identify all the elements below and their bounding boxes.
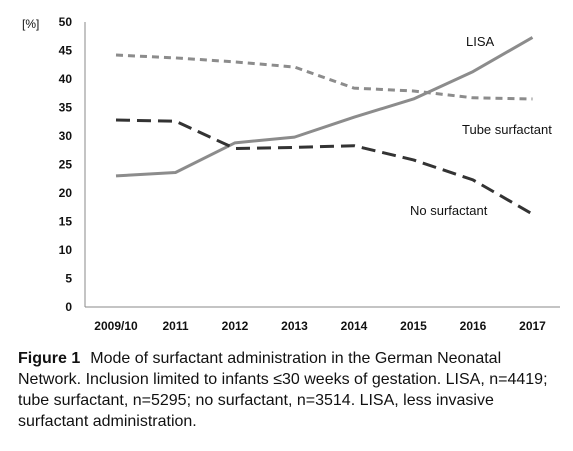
y-axis-label: [%] <box>22 17 39 31</box>
x-tick-label: 2015 <box>400 319 427 333</box>
figure-caption-text: Mode of surfactant administration in the… <box>18 350 548 430</box>
y-tick-label: 30 <box>59 129 73 143</box>
x-tick-label: 2017 <box>519 319 546 333</box>
y-tick-label: 15 <box>59 215 73 229</box>
y-tick-labels: 0 5 10 15 20 25 30 35 40 45 50 <box>59 15 73 314</box>
x-tick-label: 2011 <box>162 319 188 333</box>
series-label-no-surfactant: No surfactant <box>410 203 488 218</box>
y-tick-label: 45 <box>59 44 73 58</box>
series-line-tube-surfactant <box>115 53 533 101</box>
x-tick-label: 2014 <box>341 319 368 333</box>
y-tick-label: 5 <box>65 272 72 286</box>
x-tick-label: 2012 <box>222 319 249 333</box>
y-tick-label: 25 <box>59 158 73 172</box>
series-lines <box>115 36 534 216</box>
figure-label: Figure 1 <box>18 350 81 367</box>
series-line-lisa <box>115 36 534 178</box>
x-tick-labels: 2009/10 2011 2012 2013 2014 2015 2016 2017 <box>94 319 546 333</box>
y-tick-label: 0 <box>65 300 72 314</box>
y-tick-label: 50 <box>59 15 73 29</box>
figure-caption: Figure 1 Mode of surfactant administratio… <box>18 348 558 432</box>
y-tick-label: 20 <box>59 186 73 200</box>
series-line-no-surfactant <box>115 118 534 216</box>
y-tick-label: 40 <box>59 72 73 86</box>
y-tick-label: 10 <box>59 243 73 257</box>
series-label-tube-surfactant: Tube surfactant <box>462 122 552 137</box>
x-tick-label: 2016 <box>460 319 487 333</box>
x-tick-label: 2013 <box>281 319 308 333</box>
y-tick-label: 35 <box>59 101 73 115</box>
series-label-lisa: LISA <box>466 34 495 49</box>
line-chart: [%] 0 5 10 15 20 25 30 35 40 45 50 2009/10 2011 2012… <box>22 15 560 333</box>
x-tick-label: 2009/10 <box>94 319 138 333</box>
